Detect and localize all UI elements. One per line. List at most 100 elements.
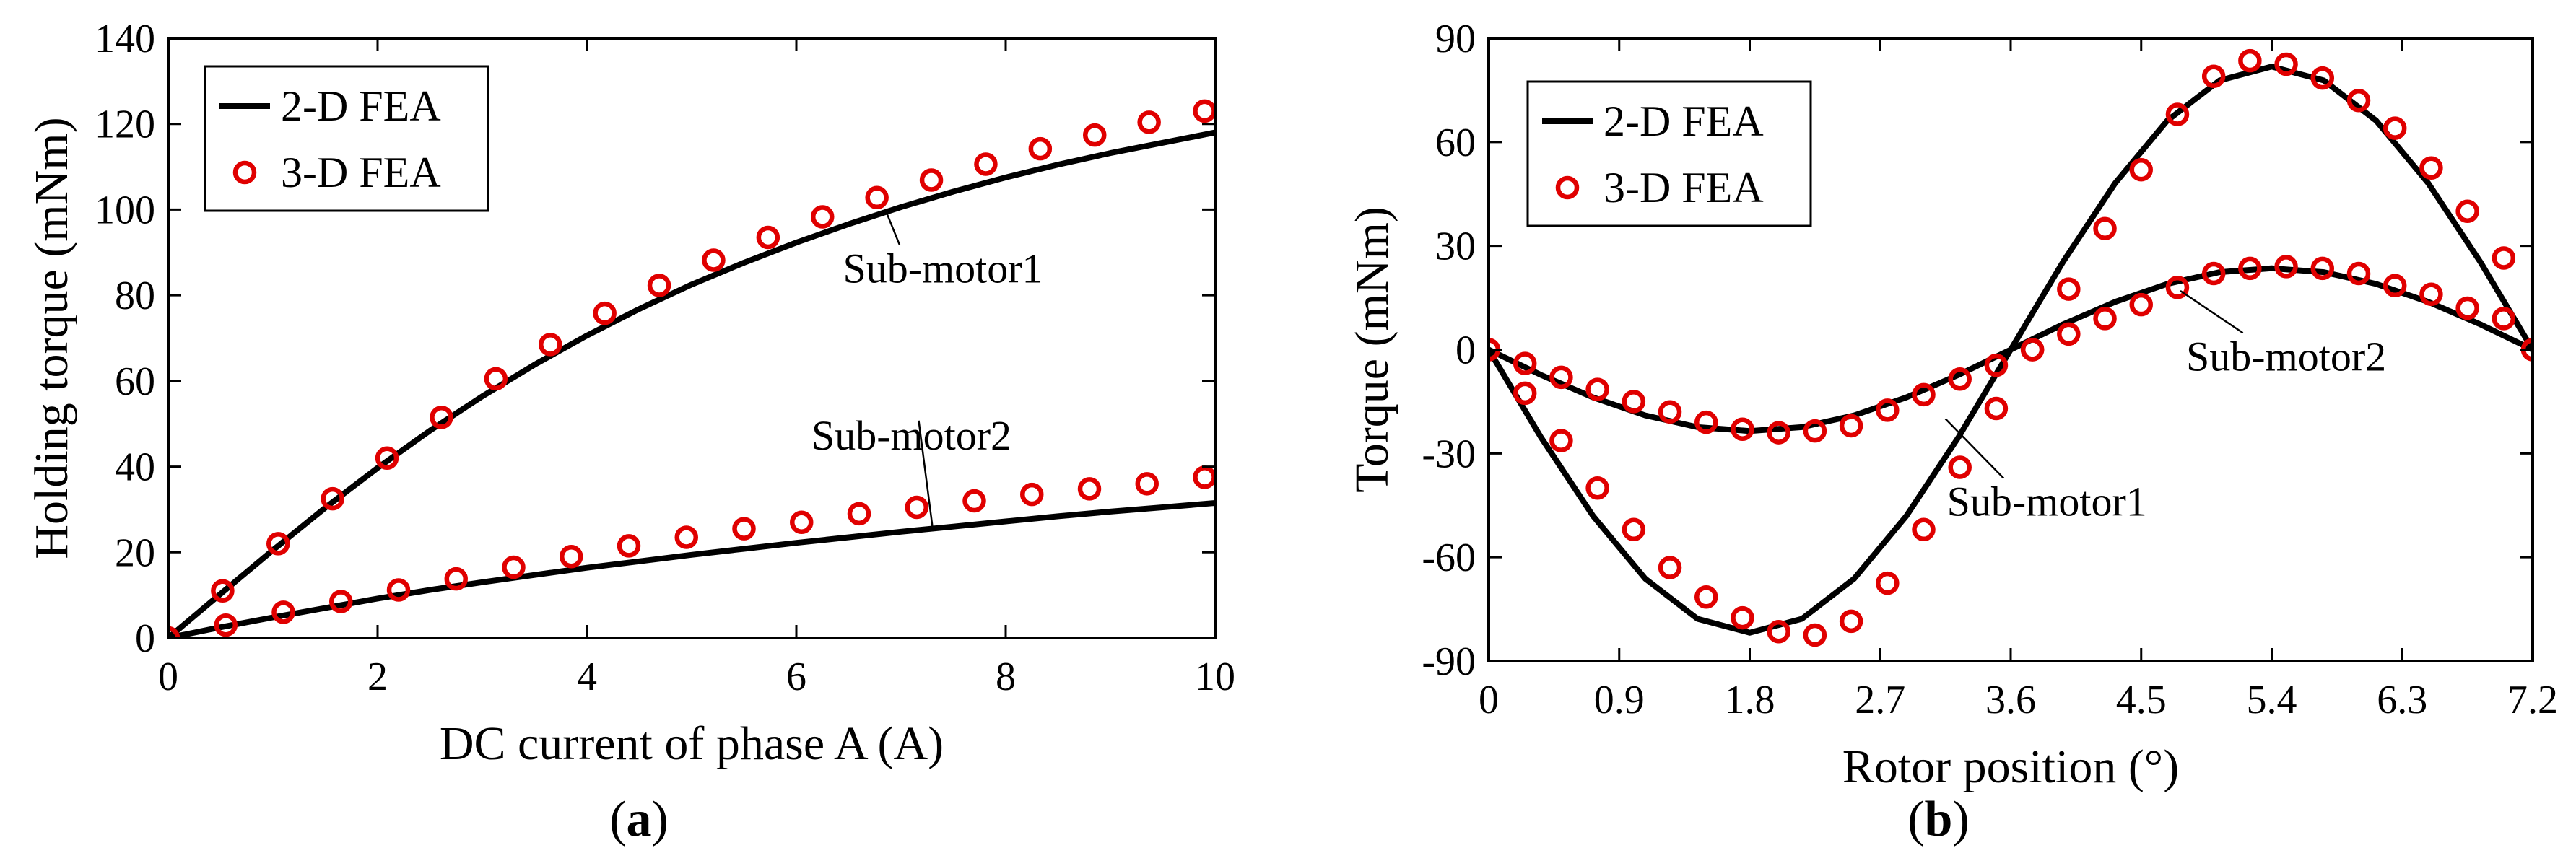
- y-axis-label: Holding torque (mNm): [25, 117, 78, 559]
- sub-motor1-3-d-fea-point: [484, 367, 508, 391]
- sub-motor2-3-d-fea-point: [2165, 275, 2190, 299]
- sub-motor2-3-d-fea-point: [1767, 421, 1790, 445]
- legend-label: 2-D FEA: [1604, 97, 1764, 145]
- sub-motor1-3-d-fea-point: [539, 333, 562, 357]
- x-tick-label: 10: [1195, 655, 1235, 699]
- annotation-sub-motor2-leader: [918, 420, 934, 527]
- sub-motor2-3-d-fea-point: [2057, 322, 2081, 346]
- y-tick-label: 100: [95, 188, 155, 232]
- sub-motor2-3-d-fea-point: [1020, 482, 1044, 507]
- x-tick-label: 2: [367, 655, 388, 699]
- sub-motor1-3-d-fea-point: [430, 406, 453, 429]
- sub-motor2-3-d-fea-point: [1622, 390, 1646, 414]
- x-tick-label: 3.6: [1985, 678, 2036, 722]
- sub-motor1-3-d-fea-point: [1876, 571, 1900, 595]
- sub-motor1-3-d-fea-point: [266, 532, 290, 556]
- sub-motor1-3-d-fea-point: [1948, 455, 1972, 479]
- sub-motor1-3-d-fea-point: [865, 185, 889, 210]
- sub-motor1-3-d-fea-point: [593, 301, 617, 325]
- sub-motor2-3-d-fea-point: [502, 555, 526, 579]
- series-group: [1489, 48, 2533, 647]
- sub-motor1-3-d-fea-point: [756, 225, 780, 250]
- x-tick-label: 5.4: [2247, 678, 2297, 722]
- annotation-sub-motor1-leader: [1944, 418, 2005, 479]
- x-tick-label: 6.3: [2377, 678, 2427, 722]
- sub-motor2-3-d-fea-point: [1984, 353, 2009, 377]
- sub-motor1-3-d-fea-point: [1658, 556, 1682, 579]
- sub-motor1-3-d-fea-point: [2201, 64, 2226, 88]
- annotation-sub-motor2-label: Sub-motor2: [2186, 333, 2386, 380]
- sub-motor1-3-d-fea-point: [2383, 116, 2407, 140]
- sub-motor1-3-d-fea-point: [2455, 199, 2479, 223]
- sub-motor2-3-d-fea-point: [1912, 382, 1936, 407]
- legend-box: [204, 65, 489, 212]
- sub-motor1-3-d-fea-point: [1193, 99, 1215, 123]
- sub-motor1-3-d-fea-point: [1083, 123, 1107, 147]
- sub-motor2-3-d-fea-point: [444, 567, 468, 591]
- y-tick-label: 80: [115, 274, 155, 318]
- sub-motor2-3-d-fea-point: [2492, 307, 2516, 331]
- sub-motor2-3-d-fea-point: [2383, 274, 2407, 298]
- panel-label-letter: b: [1925, 792, 1953, 847]
- sub-motor2-3-d-fea-point: [2455, 296, 2479, 320]
- x-tick-label: 8: [996, 655, 1016, 699]
- sub-motor2-3-d-fea-point: [732, 517, 756, 541]
- annotation-sub-motor1-leader: [884, 209, 901, 245]
- x-tick-label: 0: [1479, 678, 1499, 722]
- legend-marker-swatch: [1555, 175, 1580, 200]
- y-axis-label: Torque (mNm): [1346, 206, 1398, 493]
- sub-motor1-3-d-fea-point: [211, 579, 235, 603]
- sub-motor2-3-d-fea-point: [214, 613, 238, 637]
- sub-motor2-3-d-fea-point: [2346, 261, 2371, 286]
- sub-motor2-3-d-fea-point: [560, 544, 583, 569]
- sub-motor1-3-d-fea-point: [1513, 381, 1537, 406]
- sub-motor1-3-d-fea-point: [2310, 66, 2335, 90]
- sub-motor1-3-d-fea-point: [2492, 246, 2516, 270]
- sub-motor2-3-d-fea-point: [790, 510, 814, 534]
- sub-motor2-2-d-fea-line: [168, 500, 1215, 638]
- x-tick-label: 0.9: [1594, 678, 1645, 722]
- sub-motor2-3-d-fea-point: [962, 489, 986, 513]
- sub-motor1-3-d-fea-point: [919, 168, 944, 192]
- sub-motor2-3-d-fea-point: [1731, 417, 1754, 442]
- sub-motor1-3-d-fea-point: [1731, 605, 1754, 630]
- y-tick-label: 0: [135, 616, 155, 661]
- sub-motor2-3-d-fea-point: [271, 600, 295, 624]
- panel-label-close: ): [1952, 792, 1969, 847]
- sub-motor2-3-d-fea-point: [2020, 338, 2045, 362]
- y-tick-label: 140: [95, 17, 155, 61]
- sub-motor1-3-d-fea-point: [2129, 157, 2153, 182]
- annotation-sub-motor2-label: Sub-motor2: [811, 412, 1011, 459]
- sub-motor2-3-d-fea-point: [1948, 367, 1972, 391]
- sub-motor2-3-d-fea-point: [1193, 465, 1215, 489]
- sub-motor2-3-d-fea-point: [905, 495, 928, 520]
- legend-label: 3-D FEA: [281, 149, 441, 196]
- sub-motor1-3-d-fea-point: [2057, 277, 2081, 301]
- sub-motor1-3-d-fea-point: [1137, 110, 1161, 134]
- sub-motor2-3-d-fea-point: [1585, 377, 1609, 401]
- y-tick-label: 60: [1435, 121, 1476, 165]
- panel-label: (a): [609, 792, 669, 847]
- plot-frame: [167, 37, 1217, 639]
- legend-box: [1526, 80, 1812, 227]
- annotation-sub-motor2-leader: [2180, 289, 2244, 334]
- y-tick-label: 30: [1435, 224, 1476, 269]
- sub-motor2-3-d-fea-point: [1658, 400, 1682, 424]
- sub-motor2-3-d-fea-point: [2093, 307, 2117, 331]
- y-tick-label: 90: [1435, 17, 1476, 61]
- sub-motor1-3-d-fea-point: [375, 446, 399, 470]
- panel-b: Sub-motor2 Sub-motor1 0 0.9 1.8 2.7 3.6 4.5 5.4 6…: [1346, 17, 2558, 847]
- sub-motor2-3-d-fea-point: [1549, 365, 1573, 390]
- sub-motor2-3-d-fea-point: [1694, 410, 1718, 434]
- sub-motor1-3-d-fea-point: [1028, 136, 1053, 161]
- sub-motor2-3-d-fea-point: [2310, 256, 2335, 281]
- sub-motor1-3-d-fea-point: [1585, 476, 1609, 500]
- sub-motor1-3-d-fea-point: [2419, 156, 2443, 180]
- sub-motor1-3-d-fea-point: [321, 486, 344, 511]
- sub-motor1-3-d-fea-point: [1803, 623, 1827, 647]
- legend: 2-D FEA 3-D FEA: [1526, 80, 1812, 227]
- sub-motor2-3-d-fea-point: [2129, 292, 2153, 317]
- panel-label-open: (: [609, 792, 626, 847]
- sub-motor2-3-d-fea-point: [1876, 398, 1900, 422]
